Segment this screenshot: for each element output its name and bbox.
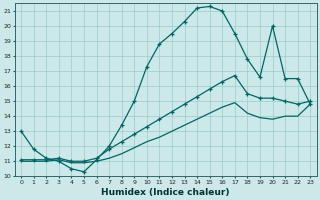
X-axis label: Humidex (Indice chaleur): Humidex (Indice chaleur) (101, 188, 230, 197)
